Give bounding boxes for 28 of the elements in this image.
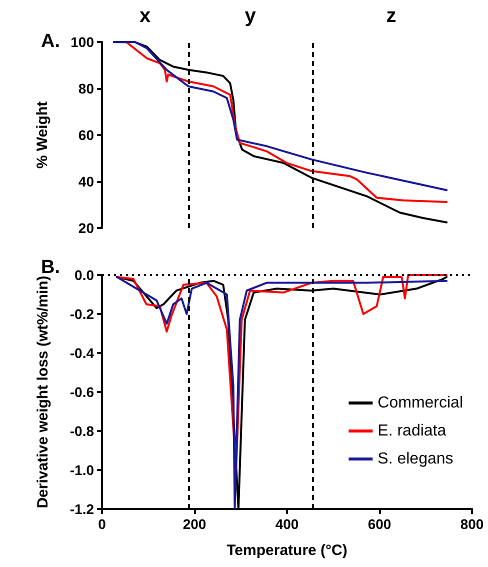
y-tick-label: 100	[70, 34, 94, 50]
y-tick-label: 60	[78, 127, 94, 143]
x-axis-title: Temperature (°C)	[226, 542, 348, 559]
x-tick-label: 600	[368, 516, 392, 532]
text: x	[139, 5, 151, 27]
y-axis-title: Derivative weight loss (wt%/min)	[34, 276, 52, 508]
legend-label: Commercial	[378, 394, 463, 412]
y-tick-label: -1.2	[70, 501, 94, 517]
y-tick-label: 20	[78, 220, 94, 236]
x-tick-label: 200	[182, 516, 206, 532]
text: y	[244, 5, 257, 27]
x-tick-label: 800	[460, 516, 484, 532]
y-tick-label: 80	[78, 80, 94, 96]
legend-label: E. radiata	[378, 422, 446, 440]
y-tick-label: -1.0	[70, 462, 94, 478]
x-tick-label: 400	[275, 516, 299, 532]
y-axis-title: % Weight	[34, 101, 51, 169]
chart-title: A.	[41, 31, 60, 52]
y-tick-label: 0.0	[74, 267, 94, 283]
y-tick-label: -0.4	[70, 345, 94, 361]
x-tick-label: 0	[98, 516, 106, 532]
y-tick-label: -0.8	[70, 423, 94, 439]
text: z	[386, 5, 396, 27]
y-tick-label: -0.2	[70, 306, 94, 322]
legend-label: S. elegans	[378, 450, 454, 468]
chart-title: B.	[41, 257, 60, 278]
y-tick-label: 40	[78, 174, 94, 190]
y-tick-label: -0.6	[70, 384, 94, 400]
